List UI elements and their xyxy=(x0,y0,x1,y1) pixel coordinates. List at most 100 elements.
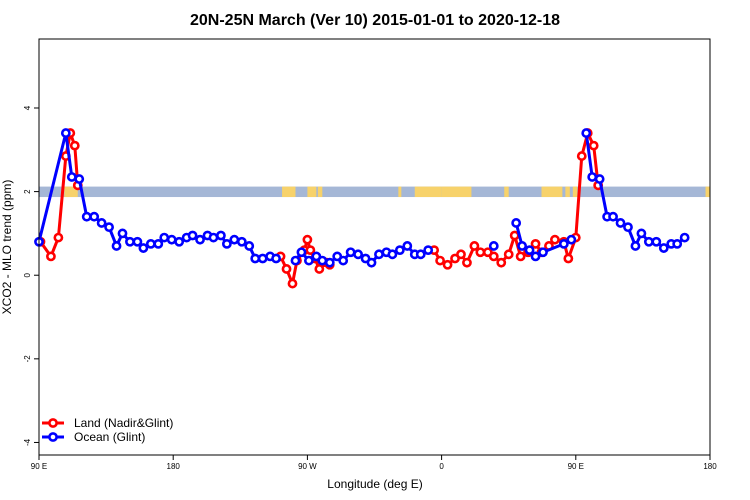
data-point xyxy=(503,249,514,260)
x-tick-label: 0 xyxy=(439,462,444,471)
data-point xyxy=(302,234,313,245)
data-point xyxy=(290,255,301,266)
data-point xyxy=(594,174,605,184)
legend-label: Land (Nadir&Glint) xyxy=(74,416,173,430)
y-tick-label: -4 xyxy=(23,438,32,446)
data-point xyxy=(74,174,85,184)
data-point xyxy=(566,234,577,245)
x-axis-label: Longitude (deg E) xyxy=(327,477,422,491)
band-land xyxy=(565,186,570,198)
data-point xyxy=(469,241,480,251)
legend-swatch-marker xyxy=(48,418,58,428)
data-point xyxy=(366,257,377,268)
data-point xyxy=(475,247,486,258)
legend-item: Ocean (Glint) xyxy=(42,430,145,444)
band-land xyxy=(282,186,296,198)
data-point xyxy=(153,238,164,249)
data-point xyxy=(303,255,314,266)
data-point xyxy=(651,236,662,247)
plot-frame xyxy=(38,38,711,456)
data-point xyxy=(296,247,307,258)
legend: Land (Nadir&Glint)Ocean (Glint) xyxy=(42,416,173,444)
band-ocean xyxy=(39,186,710,198)
band-land xyxy=(541,186,563,198)
data-point xyxy=(138,243,149,253)
data-point xyxy=(563,253,574,264)
x-tick-label: 90 E xyxy=(31,462,47,471)
y-axis: -4 -2 0 2 4 xyxy=(23,105,39,446)
data-point xyxy=(117,228,128,239)
data-point xyxy=(462,257,472,268)
data-point xyxy=(281,264,292,274)
band-land xyxy=(398,186,402,198)
data-point xyxy=(345,247,356,258)
data-point xyxy=(374,249,384,260)
band-land xyxy=(64,186,78,198)
data-point xyxy=(509,230,520,241)
data-point xyxy=(132,236,143,247)
data-point xyxy=(353,249,363,260)
data-point xyxy=(511,218,522,228)
data-point xyxy=(145,238,156,249)
data-point xyxy=(221,238,232,249)
data-point xyxy=(53,232,64,243)
data-point xyxy=(111,241,122,251)
data-point xyxy=(672,238,683,249)
data-point xyxy=(515,251,526,262)
plot-area xyxy=(34,38,711,456)
data-point xyxy=(415,249,426,260)
data-point xyxy=(517,241,528,251)
data-point xyxy=(488,241,499,251)
data-point xyxy=(623,222,633,233)
data-point xyxy=(442,259,453,270)
y-tick-label: 2 xyxy=(23,189,32,194)
data-point xyxy=(658,243,669,253)
data-point xyxy=(456,249,466,260)
data-point xyxy=(402,241,413,251)
data-point xyxy=(229,234,240,245)
data-point xyxy=(216,230,226,241)
data-point xyxy=(423,245,434,256)
band-land xyxy=(572,186,578,198)
data-point xyxy=(257,253,268,264)
data-point xyxy=(174,236,185,247)
data-point xyxy=(615,218,626,228)
data-point xyxy=(46,251,56,262)
data-point xyxy=(244,241,255,251)
data-point xyxy=(608,211,618,222)
data-point xyxy=(250,253,261,264)
data-point xyxy=(496,257,507,268)
data-point xyxy=(679,232,690,243)
data-point xyxy=(558,238,569,249)
y-axis-label: XCO2 - MLO trend (ppm) xyxy=(0,180,14,315)
data-point xyxy=(69,140,80,151)
data-point xyxy=(530,251,541,262)
data-point xyxy=(588,140,599,151)
data-point xyxy=(159,232,170,243)
data-point xyxy=(166,234,177,245)
data-point xyxy=(630,241,641,251)
data-point xyxy=(305,245,316,256)
data-point xyxy=(636,228,647,239)
x-tick-label: 180 xyxy=(167,462,181,471)
data-point xyxy=(195,234,205,245)
data-point xyxy=(125,236,135,247)
data-point xyxy=(587,172,598,182)
x-tick-label: 180 xyxy=(703,462,717,471)
x-tick-label: 90 E xyxy=(568,462,584,471)
data-point xyxy=(104,222,114,233)
data-point xyxy=(538,247,548,258)
series-line xyxy=(432,131,600,267)
data-point xyxy=(488,251,499,262)
band-land xyxy=(441,186,472,198)
data-point xyxy=(338,255,349,266)
x-axis: 90 E 180 90 W 0 90 E 180 xyxy=(31,455,717,471)
data-point xyxy=(643,236,654,247)
data-point xyxy=(324,257,335,268)
legend-swatch-marker xyxy=(48,432,58,442)
band-land xyxy=(317,186,323,198)
data-point xyxy=(96,218,107,228)
y-tick-label: 4 xyxy=(23,105,32,110)
data-point xyxy=(66,172,77,182)
